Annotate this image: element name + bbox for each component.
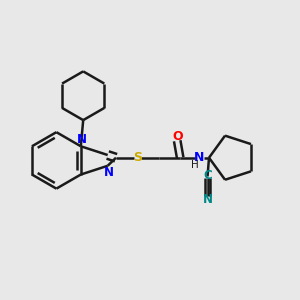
Text: N: N: [104, 166, 114, 179]
Text: N: N: [77, 133, 87, 146]
Text: C: C: [203, 169, 212, 182]
Text: S: S: [133, 151, 142, 164]
Text: N: N: [202, 193, 212, 206]
Text: N: N: [194, 151, 205, 164]
Text: H: H: [191, 160, 199, 170]
Text: O: O: [172, 130, 182, 143]
